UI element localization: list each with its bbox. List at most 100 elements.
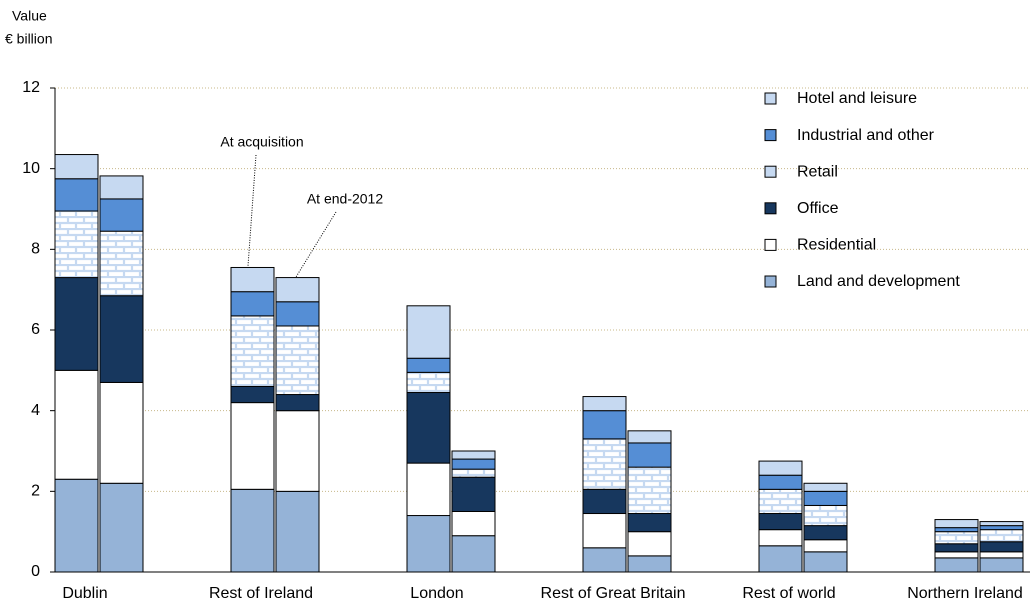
bar-segment (230, 291, 275, 317)
bar-segment (230, 402, 275, 490)
legend-label: Industrial and other (797, 127, 935, 144)
legend-swatch (764, 275, 777, 288)
bar-segment (758, 488, 803, 515)
y-axis-label: € billion (5, 31, 52, 47)
bar-segment (406, 392, 451, 464)
bar-segment (803, 482, 848, 492)
bar-segment (99, 295, 144, 383)
bar-segment (451, 511, 496, 537)
y-axis-label: Value (12, 8, 47, 24)
y-tick-label: 12 (22, 79, 40, 96)
bar-segment (979, 541, 1024, 553)
legend-swatch (764, 165, 777, 178)
bar-segment (758, 529, 803, 547)
bar-segment (451, 468, 496, 478)
legend-label: Land and development (797, 273, 960, 290)
bar-segment (275, 394, 320, 412)
bar-segment (275, 277, 320, 303)
bar-segment (582, 513, 627, 549)
annotation-leader (247, 154, 257, 267)
bar-segment (934, 531, 979, 545)
bar-segment (582, 488, 627, 515)
bar-segment (758, 513, 803, 531)
bar-segment (275, 490, 320, 573)
bar-segment (627, 531, 672, 557)
bar-segment (582, 438, 627, 490)
y-tick-label: 4 (31, 402, 40, 419)
x-tick-label: Northern Ireland (907, 585, 1023, 602)
x-tick-label: Rest of world (742, 585, 835, 602)
bar-segment (275, 301, 320, 327)
bar-segment (230, 315, 275, 387)
bar-segment (803, 539, 848, 553)
legend-swatch (764, 202, 777, 215)
bar-segment (979, 529, 1024, 543)
bar-segment (406, 515, 451, 573)
legend-label: Hotel and leisure (797, 90, 917, 107)
annotation: At acquisition (220, 134, 303, 150)
legend-label: Residential (797, 237, 876, 254)
y-tick-label: 10 (22, 160, 40, 177)
bar-segment (803, 490, 848, 506)
bar-segment (803, 525, 848, 541)
bar-segment (99, 482, 144, 573)
bar-segment (934, 527, 979, 533)
bar-segment (627, 513, 672, 533)
bar-segment (627, 430, 672, 444)
bar-segment (54, 178, 99, 212)
bar-segment (934, 557, 979, 573)
bar-segment (54, 478, 99, 573)
bar-segment (230, 266, 275, 293)
bar-segment (406, 305, 451, 359)
bar-segment (582, 410, 627, 440)
bar-segment (451, 450, 496, 460)
bar-segment (934, 519, 979, 529)
bar-segment (451, 535, 496, 573)
bar-segment (99, 381, 144, 484)
bar-segment (934, 543, 979, 553)
bar-segment (54, 154, 99, 180)
bar-segment (803, 551, 848, 573)
legend-label: Office (797, 200, 839, 217)
bar-segment (275, 325, 320, 396)
bar-segment (758, 460, 803, 476)
bar-segment (99, 198, 144, 232)
bar-segment (99, 175, 144, 200)
annotation-leader (295, 211, 337, 278)
bar-segment (54, 210, 99, 279)
bar-segment (758, 545, 803, 573)
bar-segment (406, 371, 451, 394)
bar-segment (979, 557, 1024, 573)
bar-segment (934, 551, 979, 559)
bar-segment (230, 488, 275, 573)
x-tick-label: Rest of Ireland (209, 585, 313, 602)
legend-swatch (764, 238, 777, 251)
bar-segment (582, 396, 627, 412)
x-tick-label: Dublin (62, 585, 107, 602)
bar-segment (803, 504, 848, 527)
y-tick-label: 8 (31, 241, 40, 258)
legend-swatch (764, 92, 777, 105)
bar-segment (54, 369, 99, 480)
annotation: At end-2012 (307, 191, 383, 207)
bar-segment (451, 476, 496, 513)
bar-segment (582, 547, 627, 573)
bar-segment (979, 551, 1024, 559)
bar-segment (406, 357, 451, 373)
bar-segment (54, 277, 99, 371)
x-tick-label: London (410, 585, 463, 602)
bar-segment (99, 230, 144, 297)
x-tick-label: Rest of Great Britain (541, 585, 686, 602)
bar-segment (758, 474, 803, 490)
legend-swatch (764, 129, 777, 142)
bar-segment (406, 462, 451, 517)
bar-segment (230, 385, 275, 404)
bar-segment (451, 458, 496, 470)
bar-segment (627, 442, 672, 468)
y-tick-label: 6 (31, 321, 40, 338)
y-tick-label: 2 (31, 483, 40, 500)
bar-segment (979, 525, 1024, 531)
bar-segment (627, 466, 672, 515)
bar-segment (979, 521, 1024, 527)
